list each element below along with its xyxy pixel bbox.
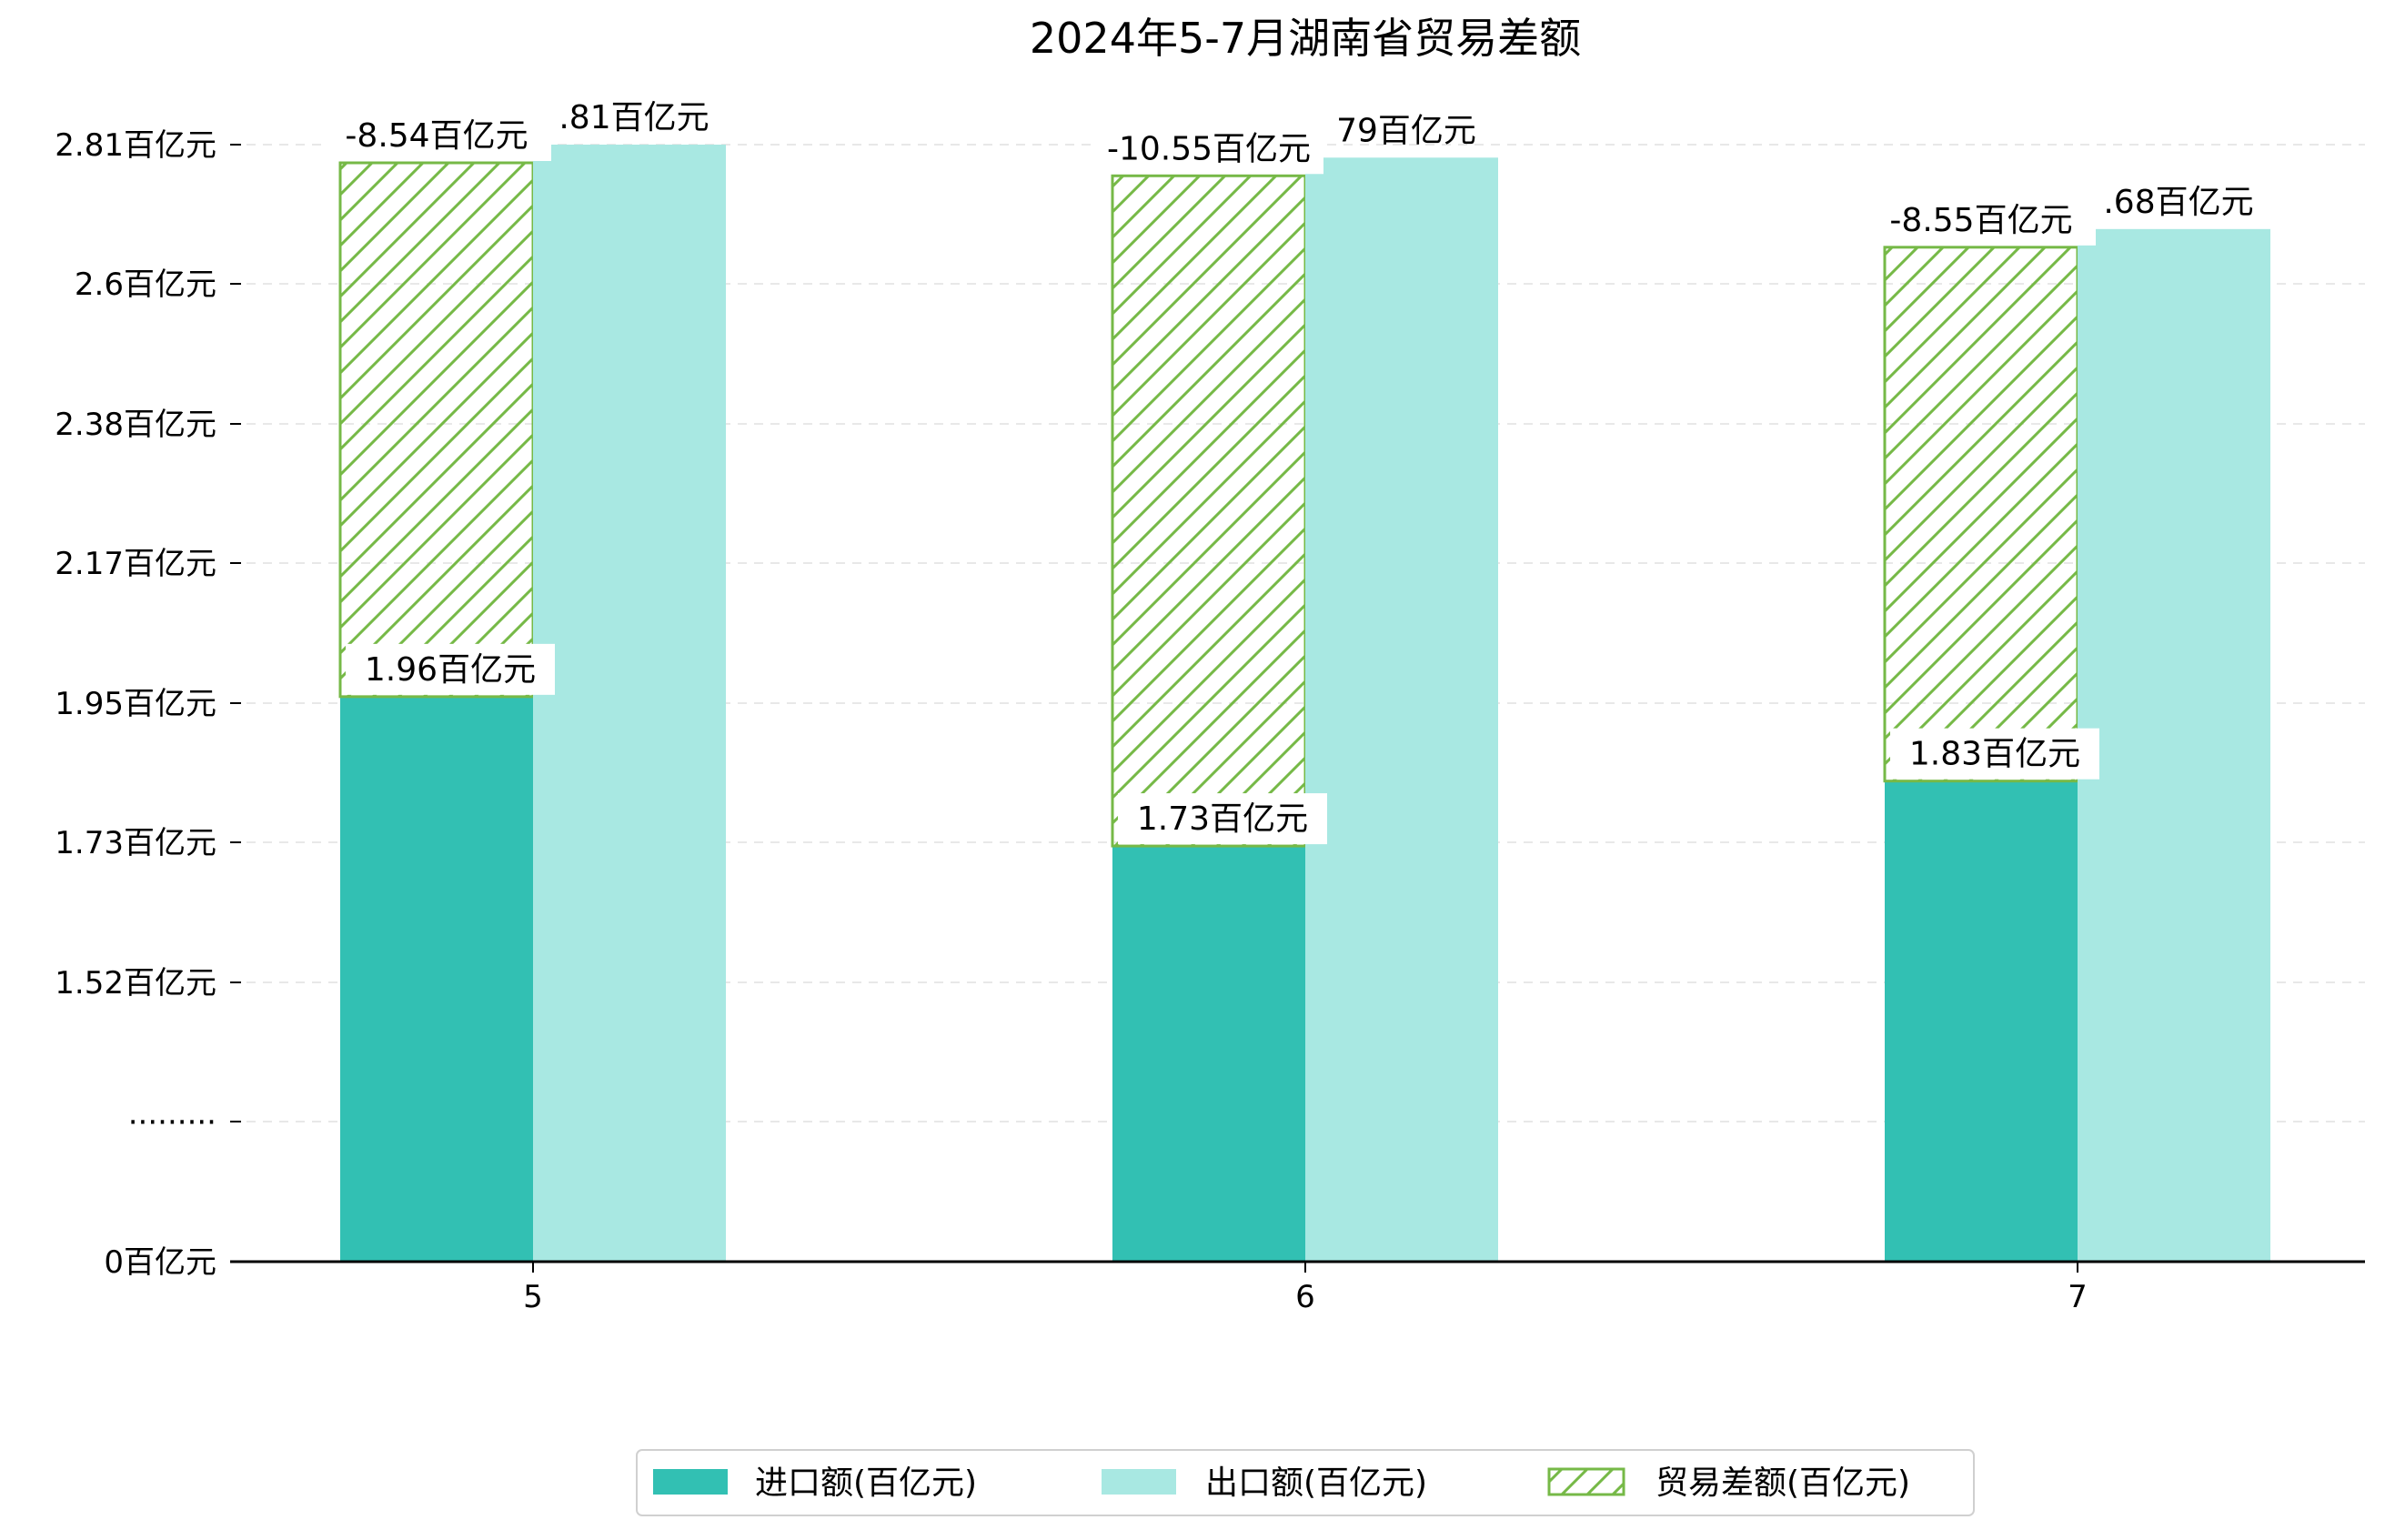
export-value-label: 79百亿元: [1336, 112, 1476, 149]
export-bar: [1305, 157, 1498, 1263]
legend-label: 贸易差额(百亿元): [1655, 1465, 1910, 1502]
x-tick-label: 6: [1295, 1279, 1315, 1315]
y-tick-label: 1.73百亿元: [55, 825, 216, 861]
balance-hatch-bar: [1883, 246, 2079, 783]
x-tick-label: 7: [2068, 1279, 2088, 1315]
export-value-label: .68百亿元: [2103, 184, 2253, 221]
chart-title: 2024年5-7月湖南省贸易差额: [1030, 14, 1581, 63]
legend-swatch: [653, 1469, 728, 1495]
balance-hatch-bar: [338, 161, 535, 699]
balance-label-bg: [1867, 194, 2096, 246]
value-labels: 1.96百亿元 -8.54百亿元 .81百亿元 1.73百亿元 -10.55百亿元 79百…: [322, 99, 2254, 845]
y-tick-label: 2.38百亿元: [55, 407, 216, 443]
legend-box: [636, 1449, 1975, 1516]
balance-value-label: -10.55百亿元: [1107, 130, 1311, 167]
import-bar: [1885, 780, 2078, 1262]
balance-value-label: -8.54百亿元: [345, 117, 528, 155]
legend: 进口额(百亿元) 出口额(百亿元) 贸易差额(百亿元): [636, 1449, 1975, 1516]
balance-value-label: -8.55百亿元: [1889, 202, 2072, 239]
axes: 0百亿元 ········· 1.52百亿元 1.73百亿元 1.95百亿元 2.17百亿…: [55, 127, 2365, 1315]
import-label-bg: [1890, 728, 2099, 780]
balance-label-bg: [1094, 123, 1323, 175]
y-tick-label: ·········: [128, 1104, 216, 1141]
y-tick-label: 2.6百亿元: [75, 267, 216, 303]
y-tick-label: 0百亿元: [104, 1244, 216, 1281]
balance-hatch-bar: [1111, 174, 1307, 848]
y-tick-label: 2.81百亿元: [55, 127, 216, 164]
legend-label: 出口额(百亿元): [1205, 1465, 1427, 1502]
import-value-label: 1.96百亿元: [365, 651, 536, 689]
import-bar: [340, 696, 533, 1262]
y-tick-label: 1.52百亿元: [55, 965, 216, 1002]
export-bar: [2078, 228, 2270, 1262]
import-label-bg: [1118, 793, 1327, 845]
y-tick-label: 1.95百亿元: [55, 686, 216, 722]
export-bar: [533, 145, 726, 1262]
import-bar: [1112, 846, 1305, 1262]
balance-label-bg: [322, 110, 551, 161]
import-label-bg: [346, 643, 555, 695]
export-value-label: .81百亿元: [559, 99, 709, 136]
x-tick-label: 5: [523, 1279, 543, 1315]
legend-swatch: [1547, 1467, 1625, 1496]
bars: [338, 145, 2270, 1263]
legend-label: 进口额(百亿元): [755, 1465, 977, 1502]
import-value-label: 1.83百亿元: [1909, 736, 2080, 773]
legend-swatch: [1102, 1469, 1176, 1495]
y-tick-label: 2.17百亿元: [55, 546, 216, 582]
import-value-label: 1.73百亿元: [1137, 800, 1308, 838]
